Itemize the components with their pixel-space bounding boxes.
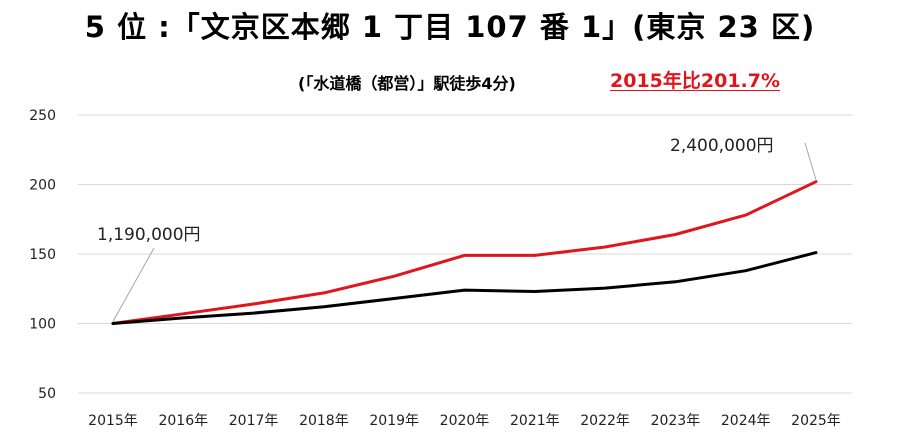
x-tick-label: 2016年	[158, 413, 208, 429]
x-tick-label: 2022年	[580, 413, 630, 429]
annotation-label: 1,190,000円	[97, 225, 201, 245]
y-tick-label: 50	[38, 386, 56, 402]
x-axis: 2015年 2016年 2017年 2018年 2019年 2020年 2021年 2022年…	[88, 413, 841, 429]
x-tick-label: 2015年	[88, 413, 138, 429]
x-tick-label: 2025年	[791, 413, 841, 429]
annotation-leader	[804, 142, 817, 180]
x-tick-label: 2019年	[369, 413, 419, 429]
y-axis: 50 100 150 200 250	[29, 108, 56, 402]
x-tick-label: 2017年	[229, 413, 279, 429]
annotation-leader	[112, 247, 155, 322]
x-tick-label: 2020年	[440, 413, 490, 429]
series-lines	[111, 180, 818, 325]
chart-title: 5 位 :「文京区本郷 1 丁目 107 番 1」(東京 23 区)	[84, 10, 816, 44]
x-tick-label: 2021年	[510, 413, 560, 429]
x-tick-label: 2024年	[721, 413, 771, 429]
annotations: 1,190,000円 2,400,000円	[97, 136, 817, 322]
annotation-label: 2,400,000円	[670, 136, 774, 156]
y-tick-label: 100	[29, 317, 56, 333]
y-tick-label: 250	[29, 108, 56, 124]
series-line-0	[111, 180, 818, 325]
y-tick-label: 150	[29, 247, 56, 263]
x-tick-label: 2018年	[299, 413, 349, 429]
y-tick-label: 200	[29, 178, 56, 194]
x-tick-label: 2023年	[651, 413, 701, 429]
growth-badge: 2015年比201.7%	[610, 70, 781, 92]
series-line-1	[111, 251, 818, 325]
chart-subtitle: (「水道橋（都営）」駅徒歩4分)	[298, 74, 516, 93]
